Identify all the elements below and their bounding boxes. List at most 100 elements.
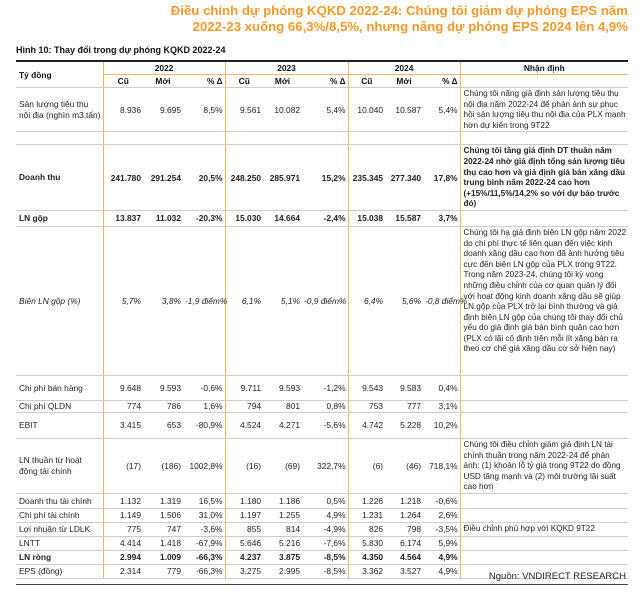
table-row: Sản lượng tiêu thụ nội địa (nghìn m3.tấn… bbox=[16, 87, 629, 133]
row-label bbox=[16, 131, 103, 146]
old-value: 8.936 bbox=[102, 87, 143, 133]
change-value: -20,3% bbox=[183, 210, 226, 227]
change-value: 5,4% bbox=[423, 87, 461, 133]
change-value: -3,6% bbox=[183, 522, 226, 537]
old-value: 4.524 bbox=[225, 412, 264, 439]
new-value: 9.593 bbox=[143, 375, 183, 401]
old-value: 1.231 bbox=[348, 508, 386, 523]
change-value: 2,6% bbox=[423, 508, 461, 523]
old-value: 13.837 bbox=[102, 210, 143, 227]
row-label: Chi phí bán hàng bbox=[16, 375, 103, 401]
table-row: Lợi nhuận từ LDLK 775 747 -3,6% 855 814 -4,9% 8… bbox=[16, 522, 629, 537]
header-row-years: Tỷ đồng 2022 2023 2024 Nhận định bbox=[16, 61, 629, 88]
new-value: 5,1% bbox=[263, 226, 303, 376]
row-note bbox=[460, 210, 629, 227]
figure-caption: Hình 10: Thay đổi trong dự phóng KQKD 20… bbox=[16, 45, 226, 55]
change-value: -0,6% bbox=[183, 375, 226, 401]
row-note bbox=[460, 131, 629, 146]
change-value: 3,1% bbox=[423, 400, 461, 413]
new-value: 5,6% bbox=[385, 226, 424, 376]
old-value bbox=[348, 131, 386, 146]
row-note bbox=[460, 508, 629, 523]
old-value: (16) bbox=[225, 438, 264, 494]
old-value: 6,4% bbox=[348, 226, 386, 376]
new-value: 1.319 bbox=[143, 493, 183, 509]
change-value: 16,5% bbox=[183, 493, 226, 509]
old-value bbox=[225, 131, 264, 146]
change-value: 8,5% bbox=[183, 87, 226, 133]
new-value: 291.254 bbox=[143, 144, 183, 211]
new-value: 3,8% bbox=[143, 226, 183, 376]
change-value: 15,2% bbox=[302, 144, 349, 211]
new-value: 5.228 bbox=[385, 412, 424, 439]
old-value: 10.040 bbox=[348, 87, 386, 133]
new-value: 1.418 bbox=[143, 536, 183, 551]
old-value bbox=[102, 131, 143, 146]
change-value: 4,9% bbox=[423, 564, 461, 579]
change-value: 718,1% bbox=[423, 438, 461, 494]
new-value: 1.264 bbox=[385, 508, 424, 523]
table-row: LN gộp 13.837 11.032 -20,3% 15.030 14.664 -2,4… bbox=[16, 210, 629, 227]
new-value: 10.082 bbox=[263, 87, 303, 133]
change-value: 1,6% bbox=[183, 400, 226, 413]
old-value: 5,7% bbox=[102, 226, 143, 376]
row-note: Chúng tôi hạ giả định biên LN gộp năm 20… bbox=[460, 226, 629, 376]
change-header: % Δ bbox=[423, 74, 461, 88]
new-value: 277.340 bbox=[385, 144, 424, 211]
new-value: 9.593 bbox=[263, 375, 303, 401]
old-value: 4.414 bbox=[102, 536, 143, 551]
new-value: 1.186 bbox=[263, 493, 303, 509]
change-value: -8,5% bbox=[302, 550, 349, 565]
new-header: Mới bbox=[263, 74, 303, 88]
old-value: 1.180 bbox=[225, 493, 264, 509]
old-value: 9.543 bbox=[348, 375, 386, 401]
page-heading: Điều chỉnh dự phóng KQKD 2022-24: Chúng … bbox=[170, 3, 628, 34]
change-value: 31,0% bbox=[183, 508, 226, 523]
change-value: -0,6% bbox=[423, 493, 461, 509]
new-value: 6.174 bbox=[385, 536, 424, 551]
table-row: Chi phí tài chính 1.149 1.506 31,0% 1.197 1.2… bbox=[16, 508, 629, 523]
table-row bbox=[16, 131, 629, 146]
row-label: Doanh thu bbox=[16, 144, 103, 211]
new-value: 777 bbox=[385, 400, 424, 413]
new-header: Mới bbox=[143, 74, 183, 88]
row-label: Doanh thu tài chính bbox=[16, 493, 103, 509]
change-value: -3,5% bbox=[423, 522, 461, 537]
old-value: 1.149 bbox=[102, 508, 143, 523]
change-value: 10,2% bbox=[423, 412, 461, 439]
new-value: 1.009 bbox=[143, 550, 183, 565]
row-note: Chúng tôi điều chỉnh giảm giả định LN tà… bbox=[460, 438, 629, 494]
table-row: Doanh thu 241.780 291.254 20,5% 248.250 285.9… bbox=[16, 144, 629, 211]
new-value: 814 bbox=[263, 522, 303, 537]
change-value bbox=[302, 131, 349, 146]
new-value bbox=[143, 131, 183, 146]
change-value: -67,9% bbox=[183, 536, 226, 551]
change-value: 17,8% bbox=[423, 144, 461, 211]
change-value: 0,5% bbox=[302, 493, 349, 509]
row-label: EBIT bbox=[16, 412, 103, 439]
old-value: 3.415 bbox=[102, 412, 143, 439]
old-header: Cũ bbox=[348, 74, 386, 88]
old-value: 248.250 bbox=[225, 144, 264, 211]
change-value: -80,9% bbox=[183, 412, 226, 439]
old-value: (6) bbox=[348, 438, 386, 494]
new-value: 747 bbox=[143, 522, 183, 537]
change-value: 4,9% bbox=[302, 508, 349, 523]
table-row: Chi phí QLDN 774 786 1,6% 794 801 0,8% 753 777 3,… bbox=[16, 400, 629, 413]
table-row: LN ròng 2.994 1.009 -66,3% 4.237 3.875 -8,5% 4.… bbox=[16, 550, 629, 565]
row-label: Lợi nhuận từ LDLK bbox=[16, 522, 103, 537]
change-value: 1002,8% bbox=[183, 438, 226, 494]
notes-header: Nhận định bbox=[460, 61, 629, 75]
row-label: Sản lượng tiêu thụ nội địa (nghìn m3.tấn… bbox=[16, 87, 103, 133]
change-value: -1,2% bbox=[302, 375, 349, 401]
row-label: LNTT bbox=[16, 536, 103, 551]
row-note bbox=[460, 493, 629, 509]
old-value: 794 bbox=[225, 400, 264, 413]
old-value: 855 bbox=[225, 522, 264, 537]
new-value: 15.587 bbox=[385, 210, 424, 227]
old-value: 3.362 bbox=[348, 564, 386, 579]
old-value: 4.350 bbox=[348, 550, 386, 565]
old-value: 15.030 bbox=[225, 210, 264, 227]
new-value: 10.587 bbox=[385, 87, 424, 133]
old-value: 774 bbox=[102, 400, 143, 413]
